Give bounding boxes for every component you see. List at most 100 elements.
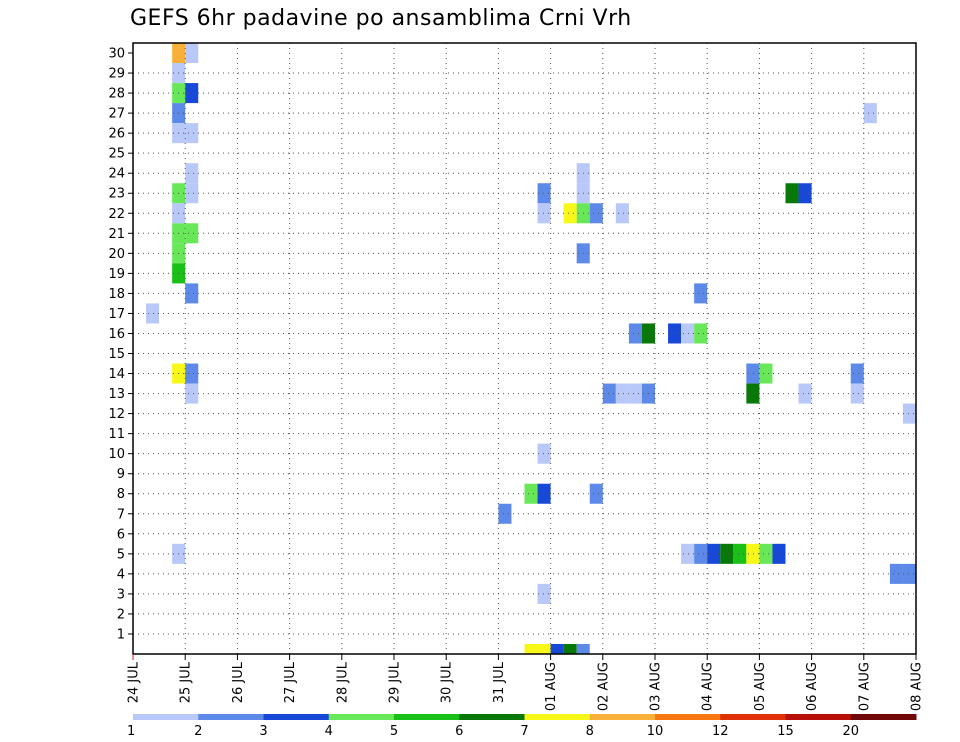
y-tick-label: 5 (117, 547, 125, 562)
y-tick-label: 26 (108, 127, 125, 142)
y-tick-label: 10 (108, 447, 125, 462)
heatmap-cell (681, 323, 695, 344)
heatmap-cell (889, 563, 903, 584)
legend-swatch (655, 714, 721, 720)
legend-label: 2 (194, 724, 202, 739)
x-tick-label: 05 AUG (753, 662, 768, 711)
heatmap-cell (537, 583, 551, 604)
heatmap-cell (602, 383, 616, 404)
heatmap-cell (668, 323, 682, 344)
legend-swatch (263, 714, 330, 720)
heatmap-cell (615, 203, 629, 224)
y-tick-label: 2 (117, 607, 125, 622)
heatmap-cell (798, 383, 812, 404)
axes (128, 42, 917, 660)
heatmap-cell (902, 403, 916, 424)
grid-lines (133, 43, 916, 654)
legend-label: 20 (842, 724, 859, 739)
legend-swatch (785, 714, 852, 720)
legend-swatch (524, 714, 591, 720)
x-tick-label: 03 AUG (649, 662, 664, 711)
heatmap-cell (694, 323, 708, 344)
heatmap-cell (146, 303, 160, 324)
y-tick-label: 6 (117, 527, 125, 542)
x-tick-label: 02 AUG (596, 662, 611, 711)
legend-label: 3 (259, 724, 267, 739)
heatmap-cell (746, 363, 760, 384)
heatmap-cell (185, 43, 199, 64)
legend-label: 6 (455, 724, 463, 739)
heatmap-cell (759, 543, 773, 564)
heatmap-cell (185, 183, 199, 204)
legend-label: 5 (390, 724, 398, 739)
heatmap-cell (863, 103, 877, 124)
heatmap-cell (694, 283, 708, 304)
y-tick-label: 17 (108, 307, 125, 322)
x-tick-label: 31 JUL (492, 661, 507, 703)
heatmap-cell (537, 643, 551, 654)
x-tick-label: 25 JUL (179, 661, 194, 703)
heatmap-cell (185, 83, 199, 104)
heatmap-cell (498, 503, 512, 524)
legend-label: 7 (520, 724, 528, 739)
legend-label: 12 (712, 724, 729, 739)
heatmap-cell (746, 383, 760, 404)
heatmap-cell (563, 203, 577, 224)
x-tick-label: 01 AUG (544, 662, 559, 711)
y-tick-label: 7 (117, 507, 125, 522)
heatmap-cell (733, 543, 747, 564)
y-tick-label: 29 (108, 67, 125, 82)
legend-swatch (198, 714, 264, 720)
x-tick-label: 08 AUG (910, 662, 925, 711)
color-legend: 1 2 3 4 5 6 7 8 10 12 15 20 (127, 714, 917, 739)
heatmap-cell (589, 483, 603, 504)
y-tick-label: 16 (108, 327, 125, 342)
heatmap-cell (185, 363, 199, 384)
y-tick-label: 3 (117, 587, 125, 602)
heatmap-cell (537, 203, 551, 224)
y-tick-label: 11 (108, 427, 125, 442)
y-tick-label: 23 (108, 187, 125, 202)
legend-label: 1 (127, 724, 135, 739)
legend-swatch (459, 714, 525, 720)
y-tick-label: 22 (108, 207, 125, 222)
y-tick-label: 24 (108, 167, 125, 182)
legend-swatch (720, 714, 786, 720)
plot-frame (132, 42, 917, 655)
heatmap-cells (146, 43, 916, 654)
heatmap-cell (681, 543, 695, 564)
heatmap-cell (850, 363, 864, 384)
legend-label: 4 (325, 724, 333, 739)
x-tick-label: 27 JUL (283, 661, 298, 703)
y-tick-label: 13 (108, 387, 125, 402)
heatmap-cell (185, 123, 199, 144)
chart-title: GEFS 6hr padavine po ansamblima Crni Vrh (130, 6, 632, 31)
y-tick-label: 27 (108, 107, 125, 122)
heatmap-cell (537, 183, 551, 204)
y-tick-label: 8 (117, 487, 125, 502)
heatmap-cell (524, 643, 538, 654)
x-tick-label: 07 AUG (857, 662, 872, 711)
y-tick-label: 25 (108, 147, 125, 162)
y-tick-label: 21 (108, 227, 125, 242)
legend-swatch (850, 714, 917, 720)
y-tick-label: 1 (117, 627, 125, 642)
heatmap-cell (759, 363, 773, 384)
y-tick-label: 19 (108, 267, 125, 282)
heatmap-cell (550, 643, 564, 654)
legend-swatch (133, 714, 199, 720)
heatmap-cell (694, 543, 708, 564)
heatmap-cell (628, 383, 642, 404)
x-tick-label: 29 JUL (388, 661, 403, 703)
heatmap-cell (720, 543, 734, 564)
y-tick-label: 15 (108, 347, 125, 362)
heatmap-cell (902, 563, 916, 584)
x-tick-label: 30 JUL (440, 661, 455, 703)
heatmap-cell (185, 223, 199, 244)
heatmap-cell (589, 203, 603, 224)
x-tick-label: 28 JUL (335, 661, 350, 703)
heatmap-cell (615, 383, 629, 404)
heatmap-cell (563, 643, 577, 654)
legend-label: 8 (586, 724, 594, 739)
tick-labels: 1234567891011121314151617181920212223242… (108, 47, 924, 712)
